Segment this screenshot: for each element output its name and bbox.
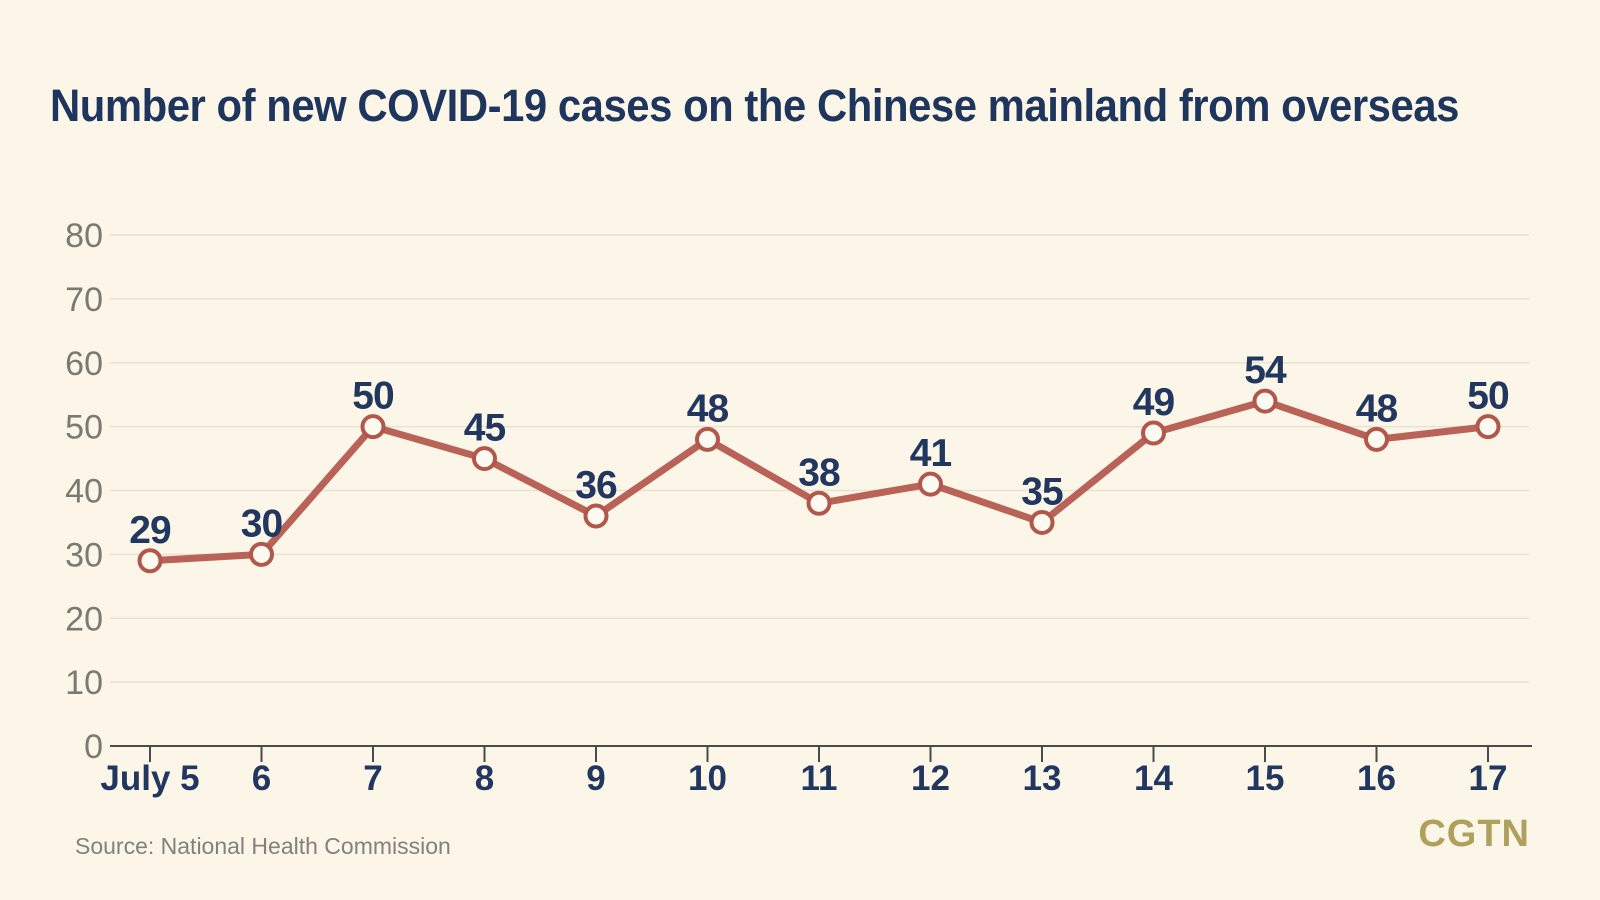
data-point-12 [918,471,943,497]
x-tick-label-4: 9 [586,759,605,798]
x-tick-label-0: July 5 [100,759,199,798]
y-tick-label-70: 70 [65,281,103,319]
source-note: Source: National Health Commission [75,833,451,859]
data-label-7: 50 [352,375,394,418]
data-point-7 [360,414,386,440]
data-point-11 [806,490,832,516]
y-tick-label-80: 80 [65,217,103,255]
x-tick-label-9: 14 [1134,759,1173,798]
cgtn-logo: CGTN [1418,813,1530,855]
y-tick-label-30: 30 [65,536,103,574]
x-tick-label-1: 6 [252,759,271,798]
data-label-July 5: 29 [129,509,171,552]
data-point-15 [1252,388,1278,414]
x-tick-label-12: 17 [1469,759,1508,798]
data-label-12: 41 [910,432,952,475]
y-tick-label-40: 40 [65,473,103,511]
y-tick-label-50: 50 [65,409,103,447]
x-tick-label-6: 11 [801,759,838,798]
x-tick-label-11: 16 [1357,759,1396,798]
data-point-17 [1475,414,1501,440]
data-label-13: 35 [1021,470,1063,513]
y-tick-label-0: 0 [84,728,103,766]
y-tick-label-20: 20 [65,600,103,638]
data-point-9 [583,503,609,529]
x-tick-label-3: 8 [475,759,494,798]
x-tick-label-10: 15 [1246,759,1285,798]
data-label-15: 54 [1244,349,1287,392]
data-point-8 [472,446,497,472]
y-tick-label-10: 10 [65,664,103,702]
data-label-10: 48 [687,387,729,430]
data-point-13 [1029,509,1055,535]
x-tick-label-2: 7 [363,759,382,798]
data-label-9: 36 [575,464,617,507]
y-tick-label-60: 60 [65,345,103,383]
data-label-6: 30 [241,502,283,545]
x-tick-label-7: 12 [911,759,950,798]
data-point-14 [1141,420,1166,446]
data-label-8: 45 [464,407,506,450]
x-tick-label-8: 13 [1023,759,1062,798]
data-label-17: 50 [1467,375,1509,418]
chart-title: Number of new COVID-19 cases on the Chin… [50,80,1459,131]
data-label-16: 48 [1356,387,1398,430]
data-point-July 5 [137,548,163,574]
data-point-16 [1364,426,1389,452]
data-label-14: 49 [1133,381,1175,424]
data-point-6 [249,541,274,567]
data-point-10 [695,426,720,452]
x-tick-label-5: 10 [688,759,727,798]
data-label-11: 38 [798,451,840,494]
